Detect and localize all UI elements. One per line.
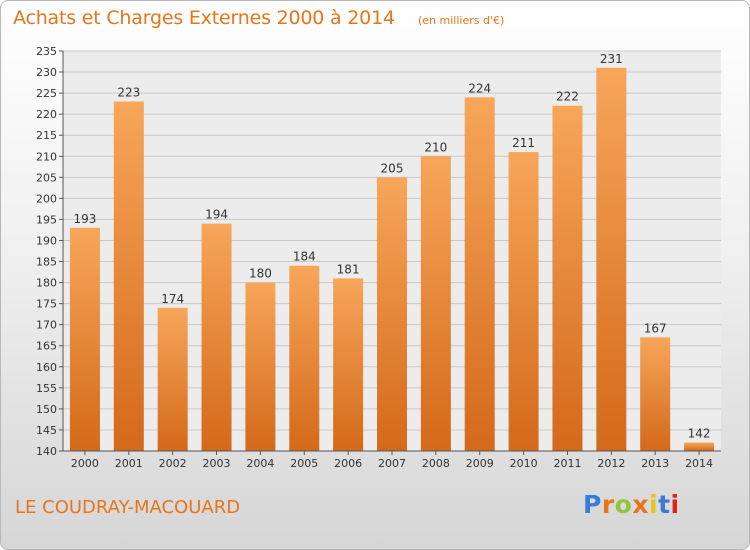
y-tick-label: 195 bbox=[36, 213, 57, 226]
x-tick-label: 2009 bbox=[466, 457, 494, 470]
x-tick-label: 2012 bbox=[597, 457, 625, 470]
y-tick-label: 215 bbox=[36, 129, 57, 142]
x-tick-label: 2002 bbox=[159, 457, 187, 470]
y-tick-label: 155 bbox=[36, 382, 57, 395]
data-label: 224 bbox=[468, 81, 491, 95]
y-tick-label: 235 bbox=[36, 45, 57, 58]
bar-2012[interactable] bbox=[596, 67, 627, 451]
y-tick-label: 220 bbox=[36, 108, 57, 121]
y-tick-label: 230 bbox=[36, 66, 57, 79]
y-tick-label: 150 bbox=[36, 403, 57, 416]
bar-2006[interactable] bbox=[333, 278, 364, 451]
logo-letter: o bbox=[614, 490, 633, 519]
data-label: 210 bbox=[424, 140, 447, 154]
data-label: 180 bbox=[249, 267, 272, 281]
data-label: 167 bbox=[644, 321, 667, 335]
x-tick-label: 2008 bbox=[422, 457, 450, 470]
data-label: 193 bbox=[73, 212, 96, 226]
x-tick-label: 2013 bbox=[641, 457, 669, 470]
bar-2011[interactable] bbox=[552, 105, 583, 451]
data-label: 231 bbox=[600, 52, 623, 66]
bar-2002[interactable] bbox=[157, 307, 188, 451]
data-label: 181 bbox=[337, 262, 360, 276]
bar-2014[interactable] bbox=[684, 442, 715, 451]
bar-2004[interactable] bbox=[245, 282, 276, 451]
data-label: 205 bbox=[381, 161, 404, 175]
commune-name: LE COUDRAY-MACOUARD bbox=[15, 497, 241, 518]
data-label: 142 bbox=[688, 427, 711, 441]
bar-2005[interactable] bbox=[289, 265, 320, 451]
chart-unit-note: (en milliers d'€) bbox=[418, 14, 505, 27]
x-tick-label: 2000 bbox=[71, 457, 99, 470]
bar-2003[interactable] bbox=[201, 223, 232, 451]
bar-2007[interactable] bbox=[377, 177, 407, 451]
y-tick-label: 170 bbox=[36, 319, 57, 332]
y-tick-label: 210 bbox=[36, 150, 57, 163]
y-tick-label: 225 bbox=[36, 87, 57, 100]
x-tick-label: 2014 bbox=[685, 457, 713, 470]
y-tick-label: 180 bbox=[36, 277, 57, 290]
y-tick-label: 175 bbox=[36, 298, 57, 311]
chart-title: Achats et Charges Externes 2000 à 2014 bbox=[13, 7, 395, 29]
y-tick-label: 145 bbox=[36, 424, 57, 437]
data-label: 194 bbox=[205, 208, 228, 222]
x-tick-label: 2007 bbox=[378, 457, 406, 470]
data-label: 223 bbox=[117, 86, 140, 100]
x-tick-label: 2006 bbox=[334, 457, 362, 470]
data-label: 174 bbox=[161, 292, 184, 306]
logo-letter: i bbox=[670, 490, 680, 519]
logo-letter: r bbox=[601, 490, 615, 519]
bar-2009[interactable] bbox=[464, 97, 495, 451]
bar-2010[interactable] bbox=[508, 152, 539, 452]
data-label: 184 bbox=[293, 250, 316, 264]
y-tick-label: 190 bbox=[36, 234, 57, 247]
y-tick-label: 200 bbox=[36, 192, 57, 205]
proxiti-logo[interactable]: Proxiti bbox=[583, 490, 680, 519]
x-tick-label: 2001 bbox=[115, 457, 143, 470]
x-tick-label: 2005 bbox=[290, 457, 318, 470]
x-tick-label: 2003 bbox=[203, 457, 231, 470]
data-label: 211 bbox=[512, 136, 535, 150]
data-label: 222 bbox=[556, 90, 579, 104]
logo-letter: P bbox=[583, 490, 602, 519]
y-tick-label: 165 bbox=[36, 340, 57, 353]
y-tick-label: 185 bbox=[36, 256, 57, 269]
logo-letter: i bbox=[649, 490, 659, 519]
x-tick-label: 2004 bbox=[246, 457, 274, 470]
bar-2001[interactable] bbox=[113, 101, 144, 452]
x-tick-label: 2010 bbox=[510, 457, 538, 470]
logo-letter: t bbox=[658, 490, 671, 519]
bar-2013[interactable] bbox=[640, 337, 671, 451]
x-tick-label: 2011 bbox=[553, 457, 581, 470]
y-tick-label: 140 bbox=[36, 445, 57, 458]
bar-2008[interactable] bbox=[420, 156, 451, 451]
y-tick-label: 205 bbox=[36, 171, 57, 184]
bar-2000[interactable] bbox=[69, 227, 100, 451]
logo-letter: x bbox=[632, 490, 649, 519]
y-tick-label: 160 bbox=[36, 361, 57, 374]
